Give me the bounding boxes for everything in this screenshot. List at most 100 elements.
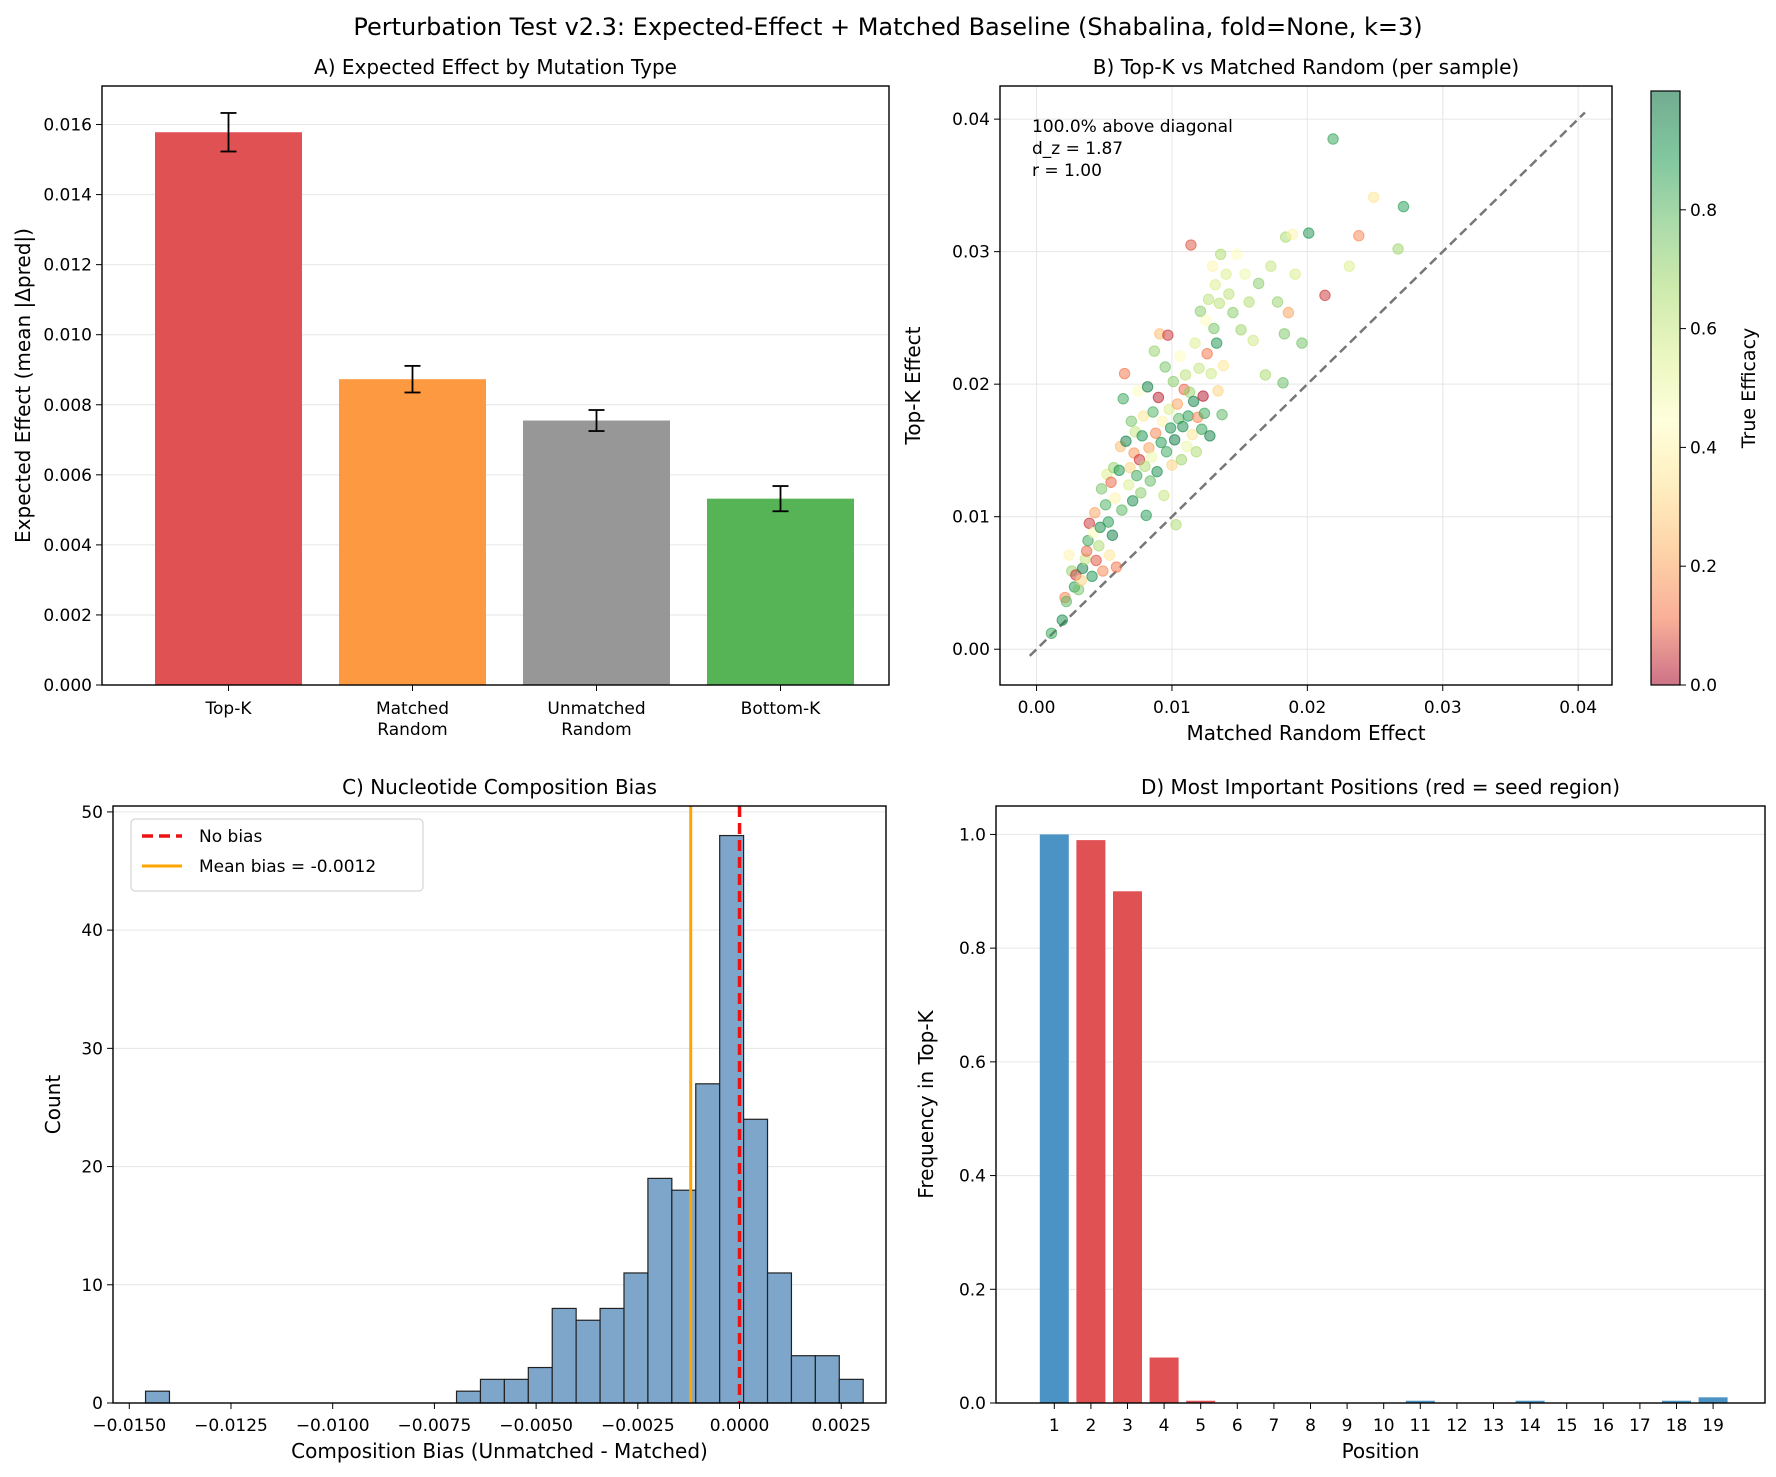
bar bbox=[1149, 1357, 1179, 1403]
panel-title: B) Top-K vs Matched Random (per sample) bbox=[1093, 55, 1519, 79]
histogram-bar bbox=[766, 1272, 793, 1404]
scatter-point bbox=[1152, 391, 1165, 404]
scatter-point bbox=[1189, 337, 1201, 349]
scatter-point bbox=[1217, 359, 1230, 372]
y-tick-label: 0.004 bbox=[43, 536, 92, 556]
scatter-point bbox=[1303, 227, 1315, 239]
histogram-bar bbox=[790, 1355, 816, 1404]
scatter-point bbox=[1136, 430, 1148, 442]
scatter-point bbox=[1089, 507, 1101, 519]
scatter-point bbox=[1170, 518, 1182, 531]
x-tick-label: 2 bbox=[1085, 1416, 1096, 1436]
bar bbox=[1039, 834, 1069, 1403]
scatter-point bbox=[1143, 442, 1155, 454]
x-tick-label: −0.0100 bbox=[296, 1416, 370, 1436]
histogram-bar bbox=[814, 1355, 840, 1404]
scatter-point bbox=[1090, 554, 1102, 567]
y-tick-label: 0.016 bbox=[43, 116, 92, 136]
scatter-point bbox=[1174, 350, 1186, 363]
x-tick-label: 9 bbox=[1342, 1416, 1353, 1436]
scatter-point bbox=[1120, 435, 1132, 447]
scatter-point bbox=[1353, 230, 1365, 242]
scatter-point bbox=[1177, 420, 1189, 433]
panel-a-expected-effect: A) Expected Effect by Mutation Type Expec… bbox=[11, 55, 890, 740]
histogram-bar bbox=[575, 1319, 601, 1404]
legend-label-mean: Mean bias = -0.0012 bbox=[199, 857, 376, 877]
plot-frame bbox=[112, 805, 887, 1404]
scatter-point bbox=[1278, 328, 1291, 340]
legend-box bbox=[130, 818, 424, 892]
colorbar-tick-label: 0.4 bbox=[1690, 438, 1717, 458]
x-tick-label: Random bbox=[377, 720, 447, 740]
bar bbox=[1698, 1397, 1728, 1403]
scatter-point bbox=[1397, 200, 1410, 213]
scatter-point bbox=[1212, 385, 1224, 397]
annotation-text: d_z = 1.87 bbox=[1032, 139, 1123, 159]
scatter-point bbox=[1162, 329, 1174, 341]
scatter-point bbox=[1166, 459, 1178, 471]
scatter-point bbox=[1105, 476, 1117, 488]
x-tick-label: Bottom-K bbox=[741, 699, 821, 719]
scatter-point bbox=[1204, 430, 1216, 442]
scatter-point bbox=[1124, 461, 1136, 474]
histogram-bar bbox=[455, 1390, 482, 1404]
x-tick-label: Top-K bbox=[205, 699, 253, 719]
x-tick-label: −0.0025 bbox=[601, 1416, 675, 1436]
x-axis-label: Position bbox=[1342, 1439, 1420, 1463]
legend: No bias Mean bias = -0.0012 bbox=[130, 818, 424, 892]
scatter-point bbox=[1367, 191, 1380, 204]
scatter-point bbox=[1113, 464, 1125, 477]
scatter-point bbox=[1282, 306, 1295, 319]
y-tick-label: 0.2 bbox=[959, 1280, 986, 1300]
scatter-point bbox=[1155, 436, 1167, 449]
scatter-point bbox=[1135, 487, 1147, 499]
scatter-point bbox=[1247, 334, 1259, 347]
scatter-point bbox=[1194, 305, 1207, 317]
y-tick-label: 0.012 bbox=[43, 256, 92, 276]
y-axis-label: Count bbox=[41, 1075, 65, 1135]
scatter-point bbox=[1206, 260, 1219, 272]
x-tick-label: 19 bbox=[1702, 1416, 1724, 1436]
colorbar bbox=[1650, 90, 1681, 686]
x-tick-label: 8 bbox=[1305, 1416, 1316, 1436]
scatter-point bbox=[1190, 446, 1203, 458]
scatter-point bbox=[1259, 369, 1272, 381]
scatter-point bbox=[1296, 337, 1308, 349]
scatter-point bbox=[1277, 377, 1289, 389]
bar bbox=[523, 420, 670, 685]
plot-frame bbox=[995, 805, 1766, 1404]
scatter-point bbox=[1159, 361, 1171, 373]
plot-frame bbox=[999, 85, 1613, 686]
x-tick-label: 12 bbox=[1446, 1416, 1468, 1436]
bar bbox=[339, 379, 486, 685]
scatter-point bbox=[1196, 423, 1208, 435]
y-tick-label: 0.014 bbox=[43, 186, 92, 206]
colorbar-tick-label: 0.8 bbox=[1690, 201, 1717, 221]
scatter-point bbox=[1181, 440, 1193, 453]
legend-label-no-bias: No bias bbox=[199, 827, 262, 847]
annotation-text: r = 1.00 bbox=[1032, 161, 1102, 181]
panel-title: D) Most Important Positions (red = seed … bbox=[1141, 775, 1620, 799]
figure-title: Perturbation Test v2.3: Expected-Effect … bbox=[353, 13, 1422, 41]
scatter-point bbox=[1198, 407, 1211, 420]
x-tick-label: 4 bbox=[1159, 1416, 1170, 1436]
histogram-bar bbox=[503, 1378, 529, 1404]
y-tick-label: 0.008 bbox=[43, 396, 92, 416]
x-tick-label: 11 bbox=[1409, 1416, 1431, 1436]
scatter-point bbox=[1148, 345, 1161, 357]
scatter-point bbox=[1201, 347, 1213, 360]
histogram-bar bbox=[479, 1378, 505, 1404]
bar bbox=[707, 498, 854, 685]
scatter-point bbox=[1216, 408, 1228, 421]
x-tick-label: 13 bbox=[1483, 1416, 1505, 1436]
x-tick-label: Matched bbox=[376, 699, 449, 719]
y-tick-label: 0.04 bbox=[952, 110, 990, 130]
scatter-point bbox=[1213, 297, 1226, 310]
scatter-point bbox=[1185, 239, 1197, 251]
colorbar-tick-label: 0.0 bbox=[1690, 676, 1717, 696]
scatter-point bbox=[1220, 268, 1232, 280]
scatter-point bbox=[1060, 595, 1073, 608]
scatter-point bbox=[1208, 322, 1220, 335]
scatter-point bbox=[1045, 627, 1058, 640]
